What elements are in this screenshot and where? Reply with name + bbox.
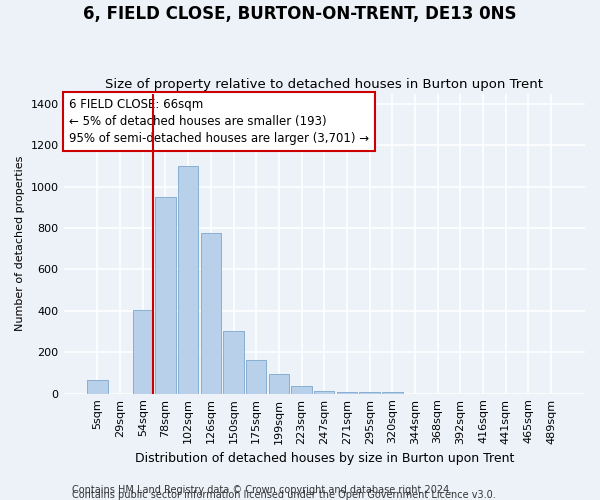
Bar [87, 380, 107, 394]
Bar [292, 386, 312, 394]
Bar [269, 374, 289, 394]
Text: Contains HM Land Registry data © Crown copyright and database right 2024.: Contains HM Land Registry data © Crown c… [72, 485, 452, 495]
Bar [359, 392, 380, 394]
Bar [314, 390, 334, 394]
Bar [200, 234, 221, 394]
Text: 6, FIELD CLOSE, BURTON-ON-TRENT, DE13 0NS: 6, FIELD CLOSE, BURTON-ON-TRENT, DE13 0N… [83, 5, 517, 23]
Bar [178, 166, 199, 394]
Text: 6 FIELD CLOSE: 66sqm
← 5% of detached houses are smaller (193)
95% of semi-detac: 6 FIELD CLOSE: 66sqm ← 5% of detached ho… [69, 98, 369, 145]
Bar [337, 392, 357, 394]
Bar [223, 330, 244, 394]
Text: Contains public sector information licensed under the Open Government Licence v3: Contains public sector information licen… [72, 490, 496, 500]
Bar [382, 392, 403, 394]
Bar [246, 360, 266, 394]
Bar [155, 197, 176, 394]
Y-axis label: Number of detached properties: Number of detached properties [15, 156, 25, 332]
Bar [133, 310, 153, 394]
Title: Size of property relative to detached houses in Burton upon Trent: Size of property relative to detached ho… [105, 78, 543, 91]
X-axis label: Distribution of detached houses by size in Burton upon Trent: Distribution of detached houses by size … [134, 452, 514, 465]
